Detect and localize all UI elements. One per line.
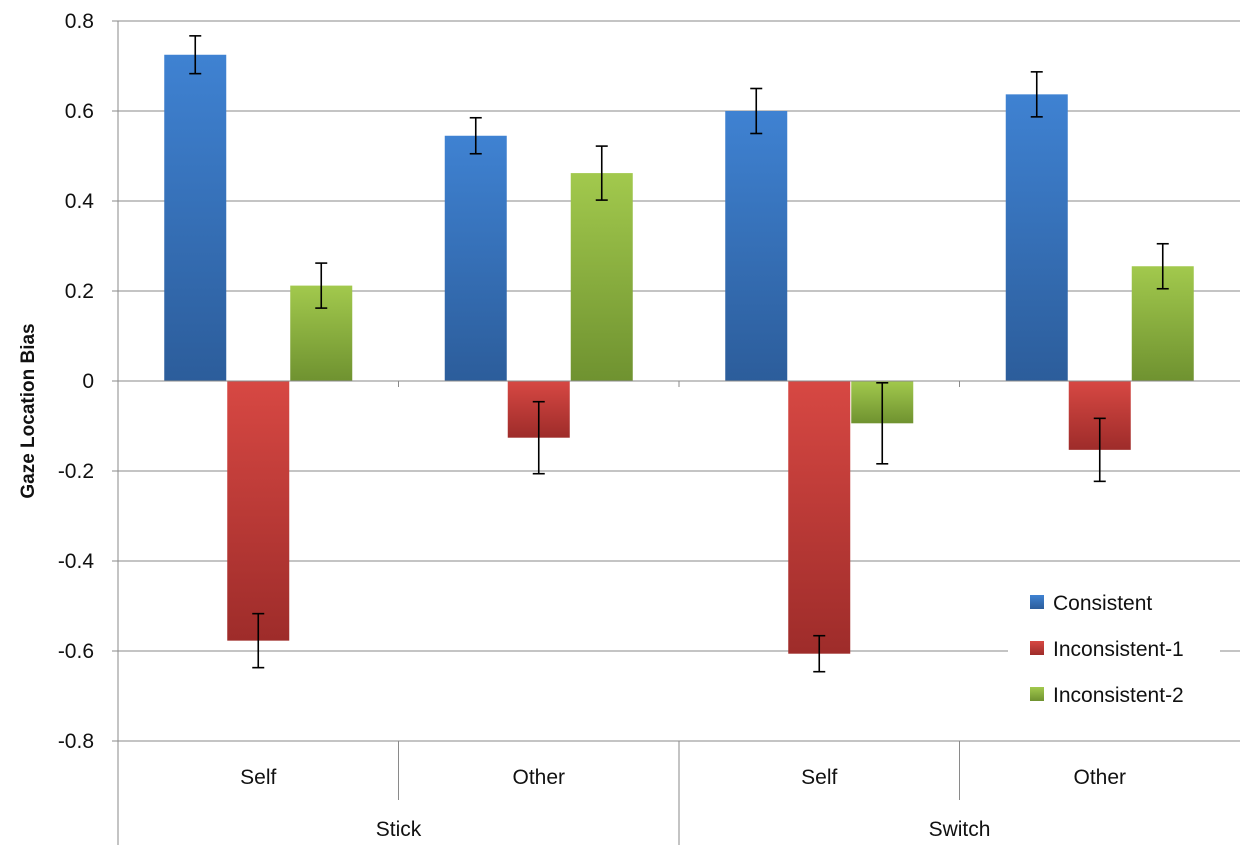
error-bars	[189, 35, 1169, 673]
legend-swatch	[1030, 595, 1044, 609]
bar-consistent	[444, 135, 507, 381]
y-tick-label: 0	[82, 370, 94, 393]
y-tick-label: -0.4	[58, 550, 95, 573]
bar-consistent	[164, 54, 227, 381]
legend-label: Inconsistent-1	[1053, 638, 1184, 661]
y-tick-label: 0.6	[65, 100, 94, 123]
bar-consistent	[725, 111, 788, 381]
group-labels: Stick Switch	[376, 818, 991, 841]
bar-inconsistent-1	[227, 381, 290, 641]
legend-swatch	[1030, 641, 1044, 655]
category-label: Self	[801, 766, 837, 789]
legend-label: Inconsistent-2	[1053, 684, 1184, 707]
y-tick-label: 0.2	[65, 280, 94, 303]
legend: Consistent Inconsistent-1 Inconsistent-2	[1008, 581, 1220, 716]
y-tick-labels: 0.8 0.6 0.4 0.2 0 -0.2 -0.4 -0.6 -0.8	[58, 10, 95, 753]
bar-inconsistent-2	[570, 173, 633, 381]
legend-label: Consistent	[1053, 592, 1152, 615]
bar-inconsistent-1	[788, 381, 851, 654]
category-label: Other	[1073, 766, 1126, 789]
y-tick-label: 0.4	[65, 190, 95, 213]
y-tick-label: 0.8	[65, 10, 94, 33]
category-label: Self	[240, 766, 276, 789]
bars	[118, 54, 1240, 654]
y-tick-label: -0.8	[58, 730, 94, 753]
legend-swatch	[1030, 687, 1044, 701]
y-axis-title: Gaze Location Bias	[18, 323, 39, 498]
bar-consistent	[1005, 94, 1068, 381]
group-label: Switch	[929, 818, 991, 841]
group-label: Stick	[376, 818, 422, 841]
category-labels: Self Other Self Other	[240, 766, 1126, 789]
category-label: Other	[512, 766, 565, 789]
y-tick-label: -0.2	[58, 460, 94, 483]
axes	[117, 21, 960, 845]
y-tick-label: -0.6	[58, 640, 94, 663]
